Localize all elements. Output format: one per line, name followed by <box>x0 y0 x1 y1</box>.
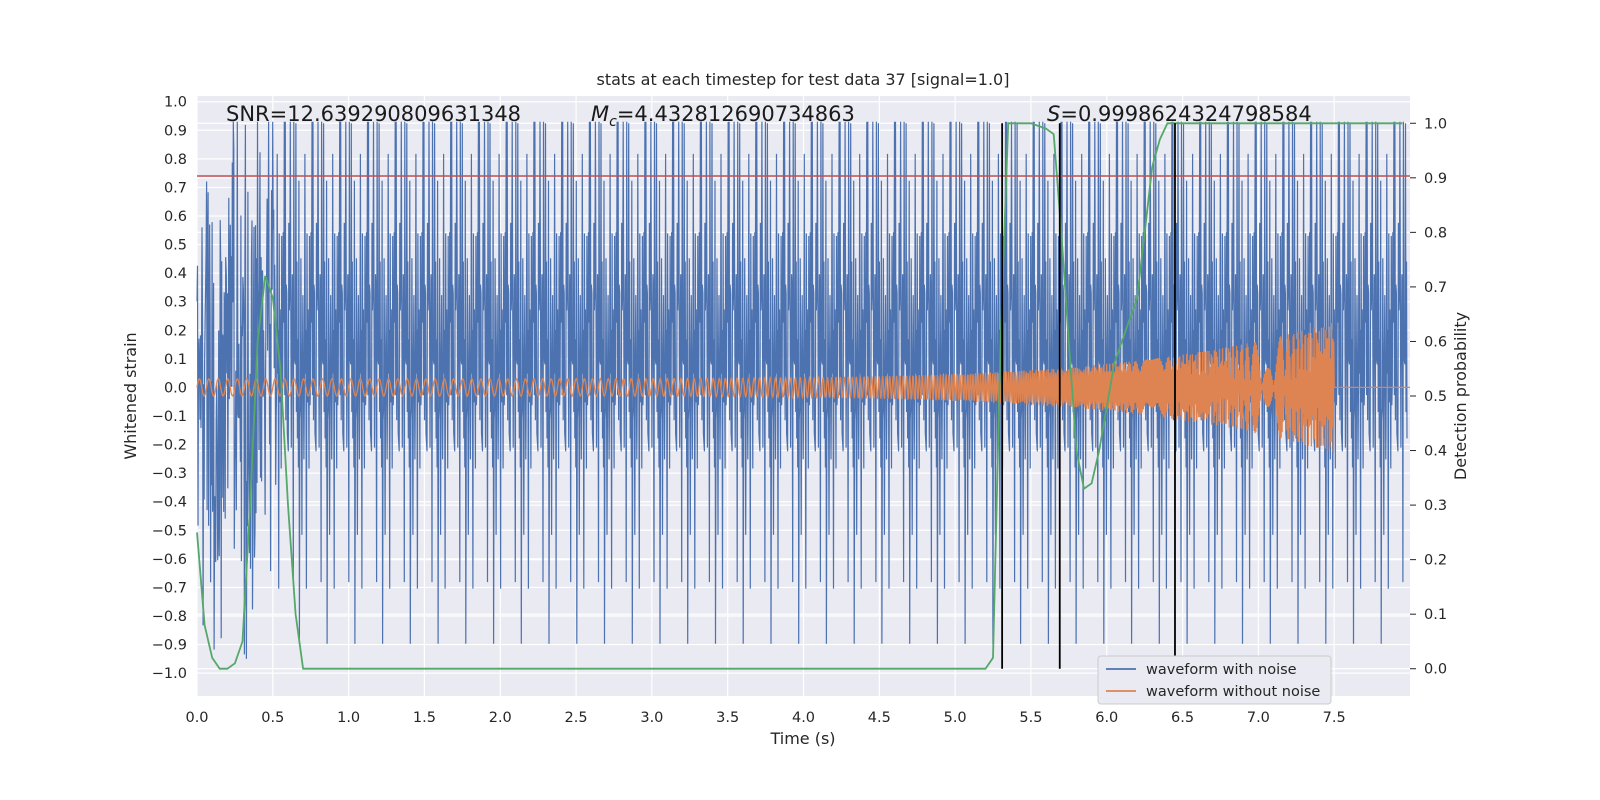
legend-box <box>1097 655 1332 705</box>
reference-lines <box>197 123 1410 669</box>
y-tick-label-left: 0.0 <box>164 380 187 396</box>
x-tick-label: 1.5 <box>413 710 436 726</box>
x-tick-label: 0.0 <box>185 710 208 726</box>
x-tick-label: 3.5 <box>716 710 739 726</box>
y-tick-label-left: 0.7 <box>164 180 187 196</box>
y-tick-label-right: 0.8 <box>1424 225 1447 241</box>
y-tick-label-left: −0.3 <box>152 466 187 482</box>
y-tick-label-left: 0.9 <box>164 123 187 139</box>
y-tick-label-left: 0.5 <box>164 238 187 254</box>
series-waveform-with-noise <box>196 121 1408 659</box>
x-tick-label: 1.0 <box>337 710 360 726</box>
y-tick-label-right: 0.9 <box>1424 171 1447 187</box>
y-tick-label-right: 0.3 <box>1424 498 1447 514</box>
score-annotation: S=0.9998624324798584 <box>1047 102 1312 126</box>
y-tick-label-left: −0.7 <box>152 580 187 596</box>
y-tick-label-left: 0.1 <box>164 352 187 368</box>
x-tick-label: 4.0 <box>792 710 815 726</box>
snr-annotation: SNR=12.639290809631348 <box>226 102 521 126</box>
x-tick-label: 4.5 <box>868 710 891 726</box>
y-tick-label-right: 0.2 <box>1424 553 1447 569</box>
y-tick-label-right: 0.5 <box>1424 389 1447 405</box>
y-tick-label-left: 1.0 <box>164 95 187 111</box>
y-tick-label-left: 0.2 <box>164 323 187 339</box>
ticks: 0.0 0.5 1.0 1.5 2.0 2.5 3.0 3.5 4.0 4.5 5.0 5.5 6.0 6… <box>152 95 1447 726</box>
legend: waveform with noise waveform without noi… <box>1097 655 1332 705</box>
series-waveform-without-noise <box>196 323 1410 453</box>
y-tick-label-right: 0.1 <box>1424 607 1447 623</box>
x-tick-label: 6.0 <box>1095 710 1118 726</box>
y-axis-label-left: Whitened strain <box>121 332 140 459</box>
x-tick-label: 0.5 <box>261 710 284 726</box>
y-tick-label-left: −0.4 <box>152 495 187 511</box>
y-tick-label-left: −0.9 <box>152 638 187 654</box>
series-detection-probability <box>196 122 1403 670</box>
x-tick-label: 6.5 <box>1171 710 1194 726</box>
y-tick-label-left: 0.3 <box>164 295 187 311</box>
y-tick-label-left: 0.6 <box>164 209 187 225</box>
noisy-waveform-line <box>196 121 1408 659</box>
legend-label-clean: waveform without noise <box>1146 684 1320 700</box>
y-tick-label-right: 0.0 <box>1424 662 1447 678</box>
y-tick-label-left: −0.5 <box>152 523 187 539</box>
y-tick-label-left: −0.1 <box>152 409 187 425</box>
x-tick-label: 2.0 <box>489 710 512 726</box>
x-tick-label: 5.5 <box>1019 710 1042 726</box>
x-tick-label: 5.0 <box>944 710 967 726</box>
x-tick-label: 2.5 <box>565 710 588 726</box>
clean-waveform-line <box>196 323 1410 453</box>
y-tick-label-right: 1.0 <box>1424 116 1447 132</box>
x-tick-label: 7.5 <box>1323 710 1346 726</box>
y-tick-label-left: 0.8 <box>164 152 187 168</box>
y-tick-label-right: 0.4 <box>1424 444 1447 460</box>
x-axis-label: Time (s) <box>769 729 835 748</box>
x-tick-label: 3.0 <box>640 710 663 726</box>
y-axis-label-right: Detection probability <box>1451 312 1470 480</box>
legend-label-noisy: waveform with noise <box>1146 662 1297 678</box>
y-tick-label-left: −1.0 <box>152 666 187 682</box>
chirp-mass-annotation: Mc=4.432812690734863 <box>591 102 855 130</box>
y-tick-label-left: −0.8 <box>152 609 187 625</box>
y-tick-label-left: 0.4 <box>164 266 187 282</box>
y-tick-label-right: 0.6 <box>1424 334 1447 350</box>
y-tick-label-left: −0.6 <box>152 552 187 568</box>
x-tick-label: 7.0 <box>1247 710 1270 726</box>
y-tick-label-left: −0.2 <box>152 438 187 454</box>
y-tick-label-right: 0.7 <box>1424 280 1447 296</box>
probability-line <box>196 122 1403 670</box>
chart-title: stats at each timestep for test data 37 … <box>597 70 1010 89</box>
